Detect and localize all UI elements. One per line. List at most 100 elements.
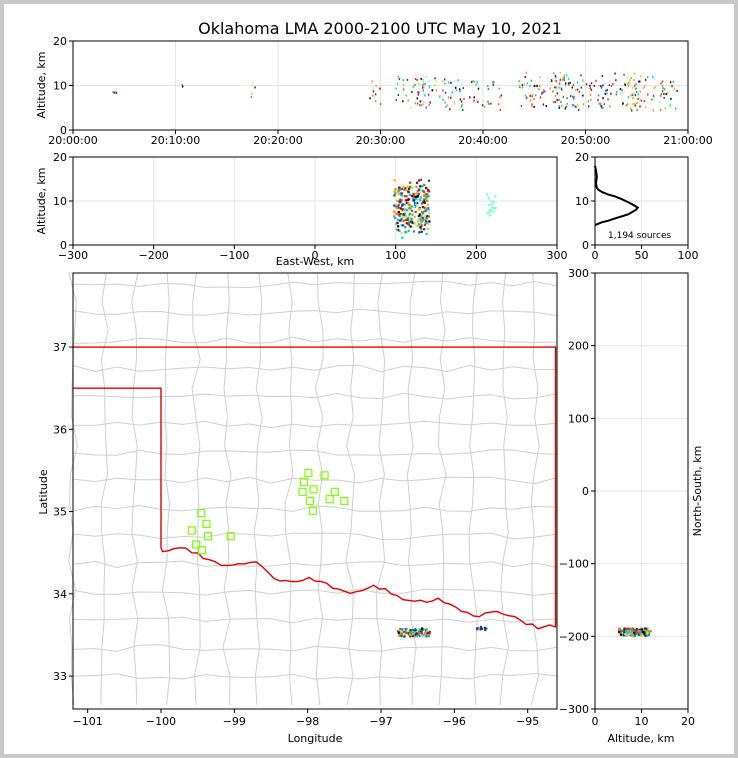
source-mark xyxy=(633,631,636,635)
source-mark xyxy=(394,212,397,215)
source-mark xyxy=(431,89,434,92)
x-tick-label: 20:00:00 xyxy=(48,134,97,147)
source-mark xyxy=(395,228,398,231)
county-line xyxy=(72,588,558,596)
source-mark xyxy=(400,634,403,637)
source-mark xyxy=(416,181,419,184)
source-mark xyxy=(662,84,664,87)
source-mark xyxy=(605,89,607,92)
source-mark xyxy=(635,105,637,108)
source-mark xyxy=(425,216,428,220)
source-mark xyxy=(493,81,495,84)
source-mark xyxy=(463,97,465,100)
source-mark xyxy=(634,633,637,636)
source-mark xyxy=(621,91,623,94)
source-mark xyxy=(417,630,420,633)
source-mark xyxy=(403,203,407,206)
source-mark xyxy=(403,209,406,212)
source-mark xyxy=(423,183,426,187)
source-mark xyxy=(645,627,648,630)
source-mark xyxy=(453,101,456,104)
source-mark xyxy=(408,185,412,189)
source-mark xyxy=(398,214,401,217)
source-mark xyxy=(396,82,399,85)
source-mark xyxy=(394,192,397,195)
county-line xyxy=(253,272,263,705)
source-mark xyxy=(397,75,400,78)
y-tick-label: 10 xyxy=(575,195,589,208)
y-tick-label: 36 xyxy=(53,423,67,436)
source-mark xyxy=(529,94,531,97)
p5-ylabel: North-South, km xyxy=(691,446,704,537)
source-mark xyxy=(417,179,421,182)
source-mark xyxy=(395,206,398,210)
source-mark xyxy=(400,224,403,227)
source-mark xyxy=(566,74,568,77)
source-mark xyxy=(639,630,642,633)
source-mark xyxy=(490,199,493,203)
county-line xyxy=(72,336,558,344)
source-mark xyxy=(408,187,411,190)
source-mark xyxy=(410,209,414,212)
source-mark xyxy=(416,195,419,198)
source-mark xyxy=(487,196,490,200)
source-mark xyxy=(394,216,397,219)
source-mark xyxy=(409,181,412,184)
source-mark xyxy=(568,83,570,86)
source-mark xyxy=(479,628,482,631)
source-mark xyxy=(461,82,463,85)
source-mark xyxy=(412,85,415,88)
source-mark xyxy=(422,628,425,631)
source-mark xyxy=(402,88,405,91)
county-line xyxy=(72,392,558,400)
source-mark xyxy=(426,227,429,230)
source-mark xyxy=(462,108,464,111)
source-mark xyxy=(669,81,672,84)
source-mark xyxy=(423,194,426,198)
source-mark xyxy=(445,105,447,108)
source-mark xyxy=(475,83,477,86)
source-mark xyxy=(427,215,430,218)
source-mark xyxy=(521,86,524,89)
source-mark xyxy=(406,185,409,188)
source-mark xyxy=(422,100,425,103)
source-mark xyxy=(485,193,488,196)
county-line xyxy=(72,476,558,485)
source-mark xyxy=(418,218,421,221)
source-mark xyxy=(554,86,556,89)
source-mark xyxy=(420,224,423,227)
source-mark xyxy=(422,200,425,204)
source-mark xyxy=(631,628,634,631)
source-mark xyxy=(424,633,427,636)
source-mark xyxy=(665,92,667,95)
source-mark xyxy=(590,98,592,101)
source-mark xyxy=(414,210,417,214)
lma-station-marker xyxy=(330,487,339,496)
x-tick-label: 20:20:00 xyxy=(253,134,302,147)
source-mark xyxy=(403,635,406,638)
source-mark xyxy=(631,633,634,636)
source-mark xyxy=(524,76,526,79)
source-mark xyxy=(426,203,429,207)
source-mark xyxy=(408,212,411,215)
source-mark xyxy=(394,187,397,191)
source-mark xyxy=(407,209,410,212)
source-mark xyxy=(525,71,527,74)
source-mark xyxy=(663,93,665,96)
source-mark xyxy=(494,195,497,198)
source-mark xyxy=(632,629,635,633)
source-mark xyxy=(676,89,678,92)
source-mark xyxy=(400,633,403,636)
source-mark xyxy=(434,84,436,87)
source-mark xyxy=(566,96,568,99)
source-mark xyxy=(405,195,408,198)
source-mark xyxy=(254,86,256,89)
source-mark xyxy=(397,210,400,214)
source-mark xyxy=(113,91,116,94)
source-mark xyxy=(435,89,438,92)
source-mark xyxy=(395,99,397,102)
source-mark xyxy=(400,192,404,195)
y-tick-label: 34 xyxy=(53,588,67,601)
source-mark xyxy=(573,97,575,100)
source-mark xyxy=(397,193,401,196)
